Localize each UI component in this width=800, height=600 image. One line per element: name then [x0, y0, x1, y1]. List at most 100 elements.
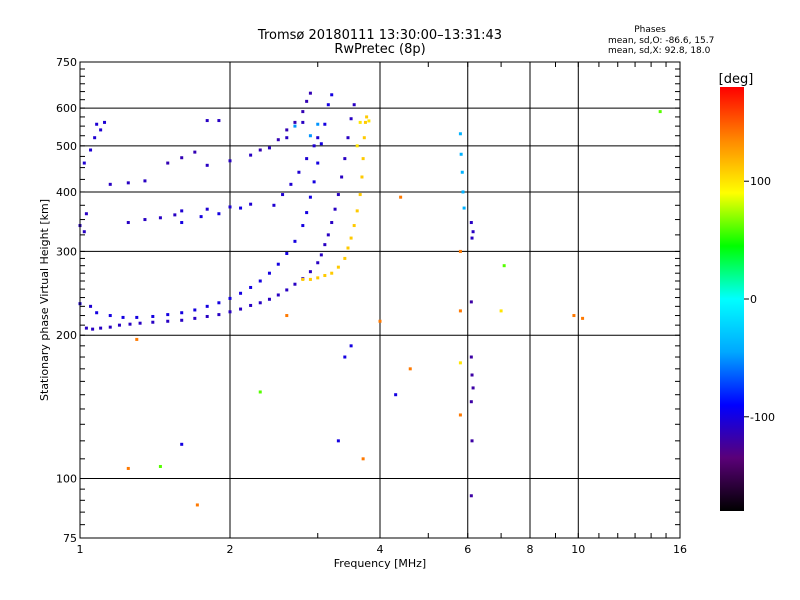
data-point	[316, 276, 320, 280]
colorbar-tick-label: 0	[750, 293, 757, 306]
chart-title: Tromsø 20180111 13:30:00–13:31:43	[257, 28, 502, 43]
y-tick-label: 300	[56, 245, 77, 258]
data-point	[308, 195, 312, 199]
data-point	[151, 314, 155, 318]
colorbar-tick-label: -100	[750, 411, 775, 424]
data-point	[91, 327, 95, 331]
data-point	[82, 230, 86, 234]
data-point	[326, 103, 330, 107]
data-point	[180, 156, 184, 160]
data-point	[205, 304, 209, 308]
data-point	[193, 308, 197, 312]
data-point	[460, 170, 464, 174]
data-point	[195, 503, 199, 507]
data-point	[399, 195, 403, 199]
data-point	[173, 213, 177, 217]
data-point	[180, 311, 184, 315]
data-point	[138, 321, 142, 325]
data-point	[121, 315, 125, 319]
data-point	[158, 216, 162, 220]
data-point	[239, 206, 243, 210]
data-point	[293, 239, 297, 243]
x-tick-label: 2	[227, 543, 234, 556]
data-point	[333, 207, 337, 211]
data-point	[470, 439, 474, 443]
data-point	[180, 221, 184, 225]
data-point	[205, 207, 209, 211]
x-tick-label: 6	[464, 543, 471, 556]
data-point	[267, 271, 271, 275]
data-point	[228, 310, 232, 314]
data-point	[103, 120, 107, 124]
data-point	[285, 136, 289, 140]
y-tick-label: 75	[63, 532, 77, 545]
data-point	[205, 163, 209, 167]
data-point	[228, 159, 232, 163]
data-point	[301, 120, 305, 124]
data-point	[166, 313, 170, 317]
data-point	[301, 224, 305, 228]
x-tick-label: 8	[527, 543, 534, 556]
data-point	[330, 221, 334, 225]
data-point	[128, 322, 132, 326]
data-point	[108, 325, 112, 329]
data-point	[93, 136, 97, 140]
y-axis-label: Stationary phase Virtual Height [km]	[38, 199, 51, 401]
data-point	[166, 319, 170, 323]
data-point	[308, 270, 312, 274]
data-point	[217, 301, 221, 305]
data-point	[458, 249, 462, 253]
data-point	[89, 304, 93, 308]
data-point	[471, 230, 475, 234]
data-point	[199, 215, 203, 219]
data-point	[180, 318, 184, 322]
stats-heading: Phases	[634, 25, 666, 35]
data-point	[249, 153, 253, 157]
data-point	[458, 309, 462, 313]
data-point	[249, 285, 253, 289]
data-point	[84, 212, 88, 216]
data-point	[358, 193, 362, 197]
data-point	[108, 314, 112, 318]
chart-subtitle: RwPretec (8p)	[334, 42, 425, 57]
colorbar-tick-label: 100	[750, 175, 771, 188]
data-point	[319, 142, 323, 146]
data-point	[193, 316, 197, 320]
data-point	[285, 128, 289, 132]
data-point	[458, 361, 462, 365]
data-point	[365, 115, 369, 119]
data-point	[95, 122, 99, 126]
data-point	[469, 355, 473, 359]
data-point	[305, 157, 309, 161]
data-point	[276, 293, 280, 297]
data-point	[166, 161, 170, 165]
data-point	[323, 274, 327, 278]
data-point	[312, 180, 316, 184]
data-point	[471, 386, 475, 390]
data-point	[135, 315, 139, 319]
data-point	[378, 319, 382, 323]
data-point	[470, 236, 474, 240]
data-point	[499, 309, 503, 313]
data-point	[461, 190, 465, 194]
data-point	[289, 182, 293, 186]
data-point	[276, 138, 280, 142]
stats-x-mode: mean, sd,X: 92.8, 18.0	[608, 46, 711, 56]
y-tick-label: 100	[56, 473, 77, 486]
data-point	[330, 271, 334, 275]
data-point	[205, 314, 209, 318]
data-point	[301, 277, 305, 281]
y-tick-label: 500	[56, 140, 77, 153]
data-point	[572, 314, 576, 318]
data-point	[293, 282, 297, 286]
data-point	[267, 146, 271, 150]
data-point	[363, 120, 367, 124]
data-point	[217, 212, 221, 216]
data-point	[239, 307, 243, 311]
data-point	[323, 243, 327, 247]
data-point	[82, 161, 86, 165]
data-point	[217, 313, 221, 317]
data-point	[126, 221, 130, 225]
data-point	[143, 179, 147, 183]
